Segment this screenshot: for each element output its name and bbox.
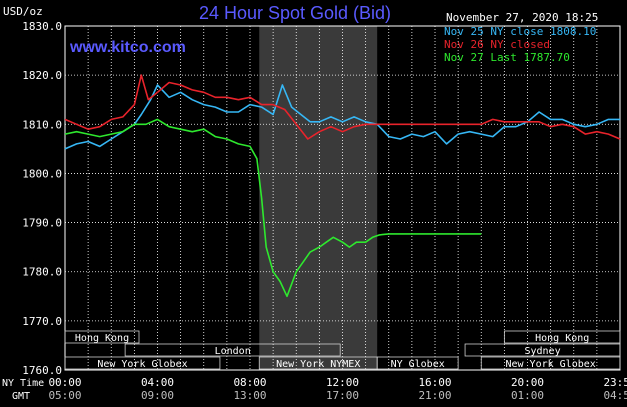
session-box <box>64 330 140 344</box>
y-tick-label: 1790.0 <box>22 217 62 230</box>
x-tick-label-gmt: 09:00 <box>141 389 174 402</box>
session-box <box>376 356 459 370</box>
session-box <box>124 343 341 357</box>
x-tick-label-gmt: 21:00 <box>418 389 451 402</box>
watermark: www.kitco.com <box>69 39 186 56</box>
x-tick-label-ny: 12:00 <box>326 376 359 389</box>
x-tick-label-ny: 04:00 <box>141 376 174 389</box>
session-label: NY Globex <box>391 359 445 370</box>
session-box <box>503 330 621 344</box>
x-tick-label-ny: 00:00 <box>48 376 81 389</box>
nymex-shaded-region <box>259 26 378 370</box>
y-tick-label: 1830.0 <box>22 20 62 33</box>
session-label: New York NYMEX <box>276 359 360 370</box>
y-tick-label: 1780.0 <box>22 266 62 279</box>
y-tick-label: 1810.0 <box>22 118 62 131</box>
datetime-label: November 27, 2020 18:25 <box>446 11 598 24</box>
nov27-series-line <box>64 118 482 298</box>
y-tick-label: 1770.0 <box>22 315 62 328</box>
x-tick-label-gmt: 13:00 <box>233 389 266 402</box>
x-tick-label-gmt: 04:59 <box>603 389 627 402</box>
y-tick-label: 1820.0 <box>22 69 62 82</box>
session-label: New York Globex <box>97 359 187 370</box>
x-tick-label-ny: 23:59 <box>603 376 627 389</box>
chart-title: 24 Hour Spot Gold (Bid) <box>199 3 391 23</box>
session-label: New York Globex <box>505 359 595 370</box>
legend-item-nov26: Nov 26 NY closed <box>444 38 550 51</box>
session-label: London <box>215 346 251 357</box>
session-label: Hong Kong <box>535 333 589 344</box>
y-tick-label: 1760.0 <box>22 364 62 377</box>
unit-label: USD/oz <box>3 5 43 18</box>
session-box <box>464 343 621 357</box>
nov26-series-line <box>64 74 621 140</box>
ny-time-row-label: NY Time <box>2 378 44 389</box>
x-tick-label-gmt: 05:00 <box>48 389 81 402</box>
x-tick-label-ny: 20:00 <box>511 376 544 389</box>
legend-item-nov27: Nov 27 Last 1787.70 <box>444 51 570 64</box>
x-tick-label-gmt: 17:00 <box>326 389 359 402</box>
y-tick-label: 1800.0 <box>22 167 62 180</box>
session-box <box>64 356 221 370</box>
x-tick-label-ny: 08:00 <box>233 376 266 389</box>
nov25-series-line <box>64 84 620 150</box>
legend-item-nov25: Nov 25 NY close 1808.10 <box>444 25 596 38</box>
session-box <box>480 356 621 370</box>
gmt-row-label: GMT <box>12 391 30 402</box>
session-label: Sydney <box>524 346 560 357</box>
x-tick-label-gmt: 01:00 <box>511 389 544 402</box>
session-label: Hong Kong <box>75 333 129 344</box>
x-tick-label-ny: 16:00 <box>418 376 451 389</box>
legend: Nov 25 NY close 1808.10 Nov 26 NY closed… <box>444 25 596 64</box>
